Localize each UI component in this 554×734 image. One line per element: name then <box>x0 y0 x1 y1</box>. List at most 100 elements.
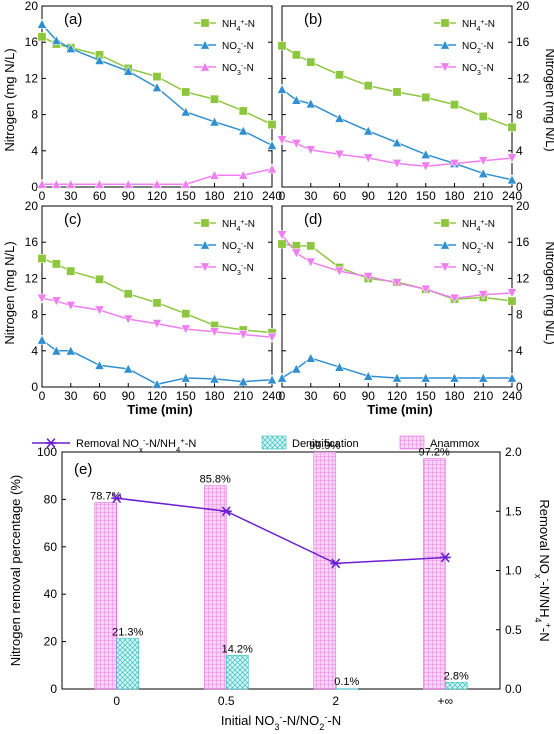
y-tick-label: 8 <box>31 108 38 122</box>
data-point <box>363 125 374 136</box>
legend-label: NH4+-N <box>462 219 495 233</box>
y-tick-label: 0 <box>31 380 38 394</box>
text-part: -N/NO <box>282 713 319 728</box>
data-point <box>305 145 316 156</box>
data-point <box>36 293 48 304</box>
text-part: - <box>241 263 244 270</box>
data-point <box>238 376 249 387</box>
text-part: + <box>240 219 244 226</box>
y-tick-label: 20 <box>516 0 530 13</box>
text-part: + <box>543 623 553 628</box>
y-tick-label: 100 <box>37 445 57 459</box>
legend-swatch-denitrification <box>261 435 287 450</box>
x-tick-label: 90 <box>362 389 376 403</box>
series-line <box>281 88 513 181</box>
y2-tick-label: 0.0 <box>505 682 522 696</box>
data-point <box>392 87 402 97</box>
y2-tick-label: 2.0 <box>505 445 522 459</box>
data-point <box>449 100 459 110</box>
text-part: -N <box>483 63 494 74</box>
x-tick-label: 240 <box>262 189 282 203</box>
text-part: 4 <box>176 445 181 454</box>
text-part: + <box>480 219 484 226</box>
x-tick-label: 120 <box>147 389 167 403</box>
legend-label: NO2--N <box>462 41 494 55</box>
data-point <box>363 370 374 381</box>
y-tick-label: 40 <box>44 587 58 601</box>
text-part: + <box>180 436 185 445</box>
data-point <box>180 106 191 117</box>
series-NO3: NO3--N <box>276 230 518 304</box>
text-part: 4 <box>476 226 480 233</box>
data-point <box>276 135 288 146</box>
x-tick-label: 150 <box>176 389 196 403</box>
x-tick-label: 0 <box>39 189 46 203</box>
legend-label: NO3--N <box>462 263 494 277</box>
x-axis-label-right: Time (min) <box>367 402 433 417</box>
data-point <box>94 305 105 316</box>
x-tick-label: 30 <box>304 189 318 203</box>
text-part: -N <box>244 219 255 230</box>
data-point <box>334 266 345 277</box>
x-tick-label: 30 <box>304 389 318 403</box>
text-part: -N <box>243 263 254 274</box>
legend-marker <box>440 218 450 228</box>
bar-label-denitrification: 14.2% <box>222 643 253 655</box>
series-line <box>41 36 273 126</box>
data-point <box>449 158 460 169</box>
legend-marker <box>199 262 211 273</box>
x-tick-label: 30 <box>64 389 78 403</box>
text-part: -N <box>185 438 197 450</box>
text-part: 3 <box>274 722 279 732</box>
text-part: -N <box>484 19 495 30</box>
data-point <box>123 65 134 76</box>
legend-label: NO3--N <box>462 63 494 77</box>
legend-marker <box>199 239 211 250</box>
removal-point <box>439 552 451 563</box>
y-tick-label: 60 <box>44 540 58 554</box>
series-line <box>42 168 273 186</box>
legend-marker <box>439 39 451 50</box>
data-point <box>420 161 431 172</box>
star-stroke <box>46 438 56 448</box>
data-point <box>209 116 220 127</box>
x-tick-label: 210 <box>473 389 493 403</box>
data-point <box>421 92 431 102</box>
data-point <box>181 87 191 97</box>
text-part: - <box>543 578 553 581</box>
star-stroke <box>221 506 231 517</box>
y-tick-label: 80 <box>44 492 58 506</box>
x-axis-label-e: Initial NO3--N/NO2--N <box>221 712 341 732</box>
series-NH4: NH4+-N <box>277 18 517 132</box>
x-tick-label: 0 <box>279 389 286 403</box>
text-part: -N <box>243 241 254 252</box>
bar-label-anammox: 85.8% <box>200 474 231 486</box>
y-tick-label: 8 <box>516 108 523 122</box>
legend-label: NO3--N <box>222 63 254 77</box>
data-point <box>449 372 460 383</box>
bar-denitrification <box>225 655 249 690</box>
data-point <box>238 106 248 116</box>
x-tick-label: 240 <box>262 389 282 403</box>
data-point <box>51 259 61 269</box>
text-part: 4 <box>236 26 240 33</box>
x-tick-label: 150 <box>176 189 196 203</box>
panel-tag: (a) <box>64 11 82 28</box>
text-part: NH <box>462 219 476 230</box>
series-line <box>281 234 513 300</box>
data-point <box>420 149 431 159</box>
y-tick-label: 0 <box>516 380 523 394</box>
y-tick-label: 8 <box>516 308 523 322</box>
data-point <box>152 298 162 308</box>
text-part: x <box>139 445 143 454</box>
y-axis-label-top-right: Nitrogen (mg N/L) <box>543 48 554 151</box>
data-point <box>306 241 316 251</box>
data-point <box>123 363 134 374</box>
data-point <box>507 122 517 132</box>
text-part: 2 <box>319 722 324 732</box>
text-part: NO <box>222 241 237 252</box>
data-point <box>37 32 47 42</box>
y-tick-label: 0 <box>50 682 57 696</box>
